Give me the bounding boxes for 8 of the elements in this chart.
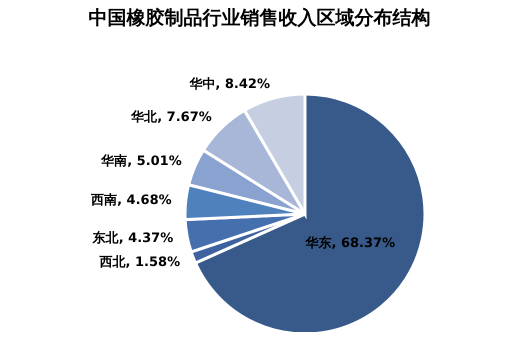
slice-label: 华东, 68.37% — [304, 234, 396, 251]
slice-label: 华南, 5.01% — [100, 154, 182, 169]
chart-title: 中国橡胶制品行业销售收入区域分布结构 — [88, 6, 432, 31]
slice-label: 西南, 4.68% — [90, 193, 172, 208]
slice-label: 华中, 8.42% — [188, 77, 270, 92]
slice-label: 东北, 4.37% — [92, 230, 174, 246]
slice-label: 西北, 1.58% — [98, 255, 180, 270]
slice-label: 华北, 7.67% — [130, 110, 212, 126]
